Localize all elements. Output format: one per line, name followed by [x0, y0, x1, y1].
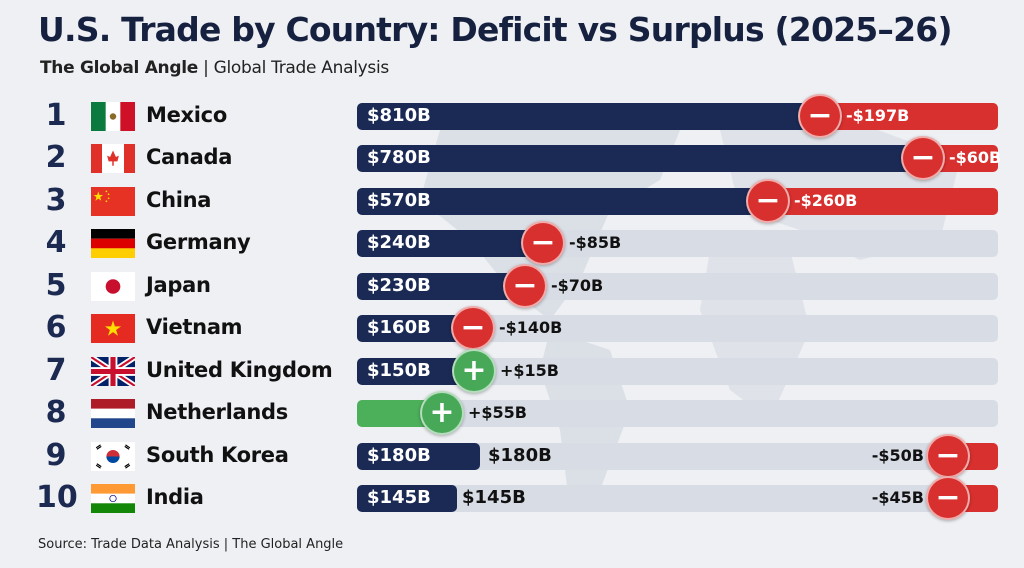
page-title: U.S. Trade by Country: Deficit vs Surplu…: [38, 10, 953, 49]
rank-number: 5: [45, 268, 67, 303]
deficit-bar: [820, 103, 998, 130]
vietnam-flag-icon: [91, 314, 135, 343]
japan-flag-icon: [91, 272, 135, 301]
netherlands-flag-icon: [91, 399, 135, 428]
chart-row-south-korea: 9 South Korea $180B $180B − -$50B: [0, 434, 1024, 478]
trade-volume-label: $240B: [367, 232, 431, 253]
rank-number: 8: [45, 395, 67, 430]
deficit-bar: [768, 188, 998, 215]
trade-volume-label: $780B: [367, 147, 431, 168]
rank-number: 3: [45, 183, 67, 218]
balance-label: -$85B: [569, 233, 622, 252]
rank-number: 2: [45, 140, 67, 175]
canada-flag-icon: [91, 144, 135, 173]
trade-volume-label: $810B: [367, 105, 431, 126]
country-name: Netherlands: [146, 400, 288, 424]
mexico-flag-icon: [91, 102, 135, 131]
trade-volume-label-outside: $180B: [488, 445, 552, 466]
minus-icon: −: [926, 476, 970, 520]
trade-volume-label: $570B: [367, 190, 431, 211]
trade-volume-label-outside: $145B: [462, 487, 526, 508]
balance-label: -$50B: [871, 446, 924, 465]
balance-label: -$140B: [499, 318, 563, 337]
balance-label: +$55B: [468, 403, 527, 422]
minus-icon: −: [926, 434, 970, 478]
trade-volume-label: $230B: [367, 275, 431, 296]
chart-row-netherlands: 8 Netherlands + +$55B: [0, 391, 1024, 435]
rank-number: 4: [45, 225, 67, 260]
rank-number: 6: [45, 310, 67, 345]
country-name: Germany: [146, 230, 251, 254]
trade-volume-bar: [357, 145, 927, 172]
rank-number: 1: [45, 98, 67, 133]
chart-row-canada: 2 Canada $780B − -$60B: [0, 136, 1024, 180]
country-name: India: [146, 485, 204, 509]
plus-icon: +: [420, 391, 464, 435]
plus-icon: +: [452, 349, 496, 393]
trade-volume-bar: [357, 230, 542, 257]
country-name: Canada: [146, 145, 233, 169]
trade-volume-label: $145B: [367, 487, 431, 508]
minus-icon: −: [746, 179, 790, 223]
chart-row-china: 3 China $570B − -$260B: [0, 179, 1024, 223]
chart-row-germany: 4 Germany $240B − -$85B: [0, 221, 1024, 265]
brand-name: The Global Angle: [40, 58, 198, 78]
chart-row-united-kingdom: 7 United Kingdom $150B + +$15B: [0, 349, 1024, 393]
trade-volume-label: $180B: [367, 445, 431, 466]
balance-label: +$15B: [500, 361, 559, 380]
south-korea-flag-icon: [91, 442, 135, 471]
balance-label: -$45B: [871, 488, 924, 507]
balance-label: -$60B: [949, 148, 1002, 167]
germany-flag-icon: [91, 229, 135, 258]
subtitle-text: | Global Trade Analysis: [203, 58, 389, 78]
rank-number: 10: [36, 480, 78, 515]
country-name: South Korea: [146, 443, 289, 467]
trade-volume-bar: [357, 188, 772, 215]
country-name: Japan: [146, 273, 211, 297]
trade-volume-label: $160B: [367, 317, 431, 338]
country-name: United Kingdom: [146, 358, 333, 382]
trade-volume-bar: [357, 103, 832, 130]
source-note: Source: Trade Data Analysis | The Global…: [38, 537, 344, 552]
rank-number: 7: [45, 353, 67, 388]
country-name: Mexico: [146, 103, 227, 127]
trade-volume-bar: [357, 358, 462, 385]
rank-number: 9: [45, 438, 67, 473]
minus-icon: −: [503, 264, 547, 308]
subtitle: The Global Angle | Global Trade Analysis: [40, 58, 389, 78]
bar-track: [357, 485, 998, 512]
country-name: China: [146, 188, 212, 212]
china-flag-icon: [91, 187, 135, 216]
minus-icon: −: [798, 94, 842, 138]
chart-row-japan: 5 Japan $230B − -$70B: [0, 264, 1024, 308]
chart-row-mexico: 1 Mexico $810B − -$197B: [0, 94, 1024, 138]
minus-icon: −: [451, 306, 495, 350]
trade-volume-label: $150B: [367, 360, 431, 381]
minus-icon: −: [901, 136, 945, 180]
balance-label: -$70B: [551, 276, 604, 295]
chart-row-vietnam: 6 Vietnam $160B − -$140B: [0, 306, 1024, 350]
balance-label: -$197B: [846, 106, 910, 125]
chart-row-india: 10 India $145B $145B − -$45B: [0, 476, 1024, 520]
minus-icon: −: [521, 221, 565, 265]
uk-flag-icon: [91, 357, 135, 386]
trade-volume-bar: [357, 485, 457, 512]
country-name: Vietnam: [146, 315, 243, 339]
trade-volume-bar: [357, 443, 480, 470]
balance-label: -$260B: [794, 191, 858, 210]
india-flag-icon: [91, 484, 135, 513]
trade-volume-bar: [357, 273, 522, 300]
